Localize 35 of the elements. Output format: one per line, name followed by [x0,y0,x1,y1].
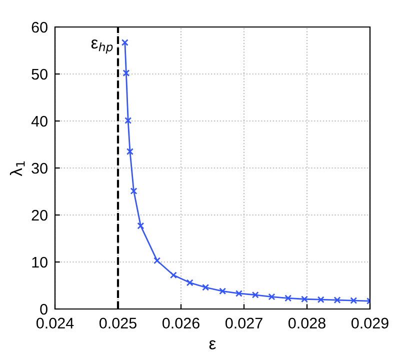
point [268,293,276,300]
point [121,39,128,46]
y-tick-label: 60 [32,22,48,33]
y-tick-label: 0 [40,304,48,315]
point [186,279,194,286]
point [334,296,341,304]
x-tick-label: 0.027 [225,318,262,329]
point [126,148,134,156]
point [301,296,308,303]
x-tick-label: 0.026 [162,318,200,329]
point [122,70,130,77]
point [219,288,226,295]
y-tick-label: 30 [32,162,48,174]
y-tick-label: 50 [32,68,48,80]
x-tick-label: 0.024 [36,318,74,329]
x-tick-label: 0.028 [288,318,326,329]
point [202,284,210,291]
point [284,294,292,302]
x-tick-label: 0.025 [99,318,136,329]
point [130,188,138,195]
point [170,272,177,279]
point [252,291,259,298]
y-tick-label: 20 [32,210,48,221]
y-tick-label: 10 [32,256,48,268]
point [124,117,132,124]
x-tick-label: 0.029 [351,318,388,329]
point [137,222,144,230]
x-axis-title: ε [209,340,216,350]
y-tick-label: 40 [31,116,48,127]
point [350,297,358,304]
y-axis-title: λ$_{1}$ [10,161,25,176]
point [317,296,324,304]
ref-line-label: ε$_{hp}$ [91,39,113,54]
point [154,257,161,264]
point [235,290,242,297]
